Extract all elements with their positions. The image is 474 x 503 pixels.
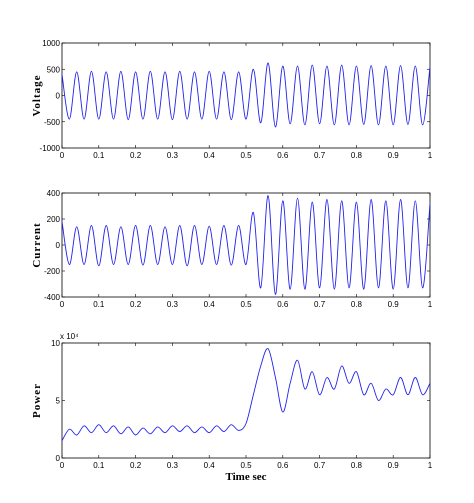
x-tick-label: 0.1	[93, 151, 105, 160]
x-tick-label: 0.5	[240, 300, 252, 309]
x-tick-label: 0.2	[130, 151, 142, 160]
x-tick-label: 0.6	[277, 151, 289, 160]
y-tick-label: 5	[56, 397, 61, 406]
x-tick-label: 0.8	[351, 300, 363, 309]
y-axis-label: Power	[31, 383, 43, 418]
x-tick-label: 0.8	[351, 461, 363, 470]
x-tick-label: 0	[60, 300, 65, 309]
x-tick-label: 0.7	[314, 151, 326, 160]
line-series	[61, 62, 431, 128]
x-tick-label: 0.4	[204, 151, 216, 160]
x-tick-label: 0.1	[93, 461, 105, 470]
x-tick-label: 0.5	[240, 461, 252, 470]
x-tick-label: 0	[60, 461, 65, 470]
y-axis-label: Current	[31, 222, 43, 267]
y-tick-label: -200	[44, 267, 61, 276]
y-tick-label: 400	[47, 189, 61, 198]
y-tick-label: -400	[44, 293, 61, 302]
x-tick-label: 0.9	[388, 151, 400, 160]
x-tick-label: 0.3	[167, 300, 179, 309]
x-tick-label: 0.2	[130, 300, 142, 309]
line-series	[61, 348, 431, 441]
plot-area	[61, 42, 431, 149]
x-tick-label: 0.4	[204, 461, 216, 470]
x-tick-label: 0.5	[240, 151, 252, 160]
y-tick-label: 0	[56, 454, 61, 463]
y-tick-label: 0	[56, 241, 61, 250]
x-tick-label: 0.8	[351, 151, 363, 160]
x-tick-label: 0.2	[130, 461, 142, 470]
x-tick-label: 0	[60, 151, 65, 160]
y-tick-label: -500	[44, 118, 61, 127]
y-tick-label: 10	[51, 339, 60, 348]
x-tick-label: 0.7	[314, 300, 326, 309]
x-tick-label: 0.7	[314, 461, 326, 470]
x-axis-label: Time sec	[225, 471, 266, 483]
x-tick-label: 0.6	[277, 300, 289, 309]
y-tick-label: 1000	[42, 39, 60, 48]
y-tick-label: 200	[47, 215, 61, 224]
x-tick-label: 0.4	[204, 300, 216, 309]
x-tick-label: 0.6	[277, 461, 289, 470]
x-tick-label: 0.9	[388, 461, 400, 470]
y-axis-label: Voltage	[31, 74, 43, 116]
y-tick-label: 0	[56, 92, 61, 101]
x-tick-label: 0.1	[93, 300, 105, 309]
y-tick-label: 500	[47, 65, 61, 74]
plot-area	[61, 192, 431, 298]
axis-multiplier: x 10⁴	[60, 332, 79, 341]
x-tick-label: 1	[428, 300, 433, 309]
x-tick-label: 1	[428, 461, 433, 470]
y-tick-label: -1000	[40, 144, 61, 153]
x-tick-label: 0.9	[388, 300, 400, 309]
line-series	[61, 195, 431, 295]
x-tick-label: 0.3	[167, 461, 179, 470]
x-tick-label: 0.3	[167, 151, 179, 160]
x-tick-label: 1	[428, 151, 433, 160]
plot-area	[61, 342, 431, 459]
